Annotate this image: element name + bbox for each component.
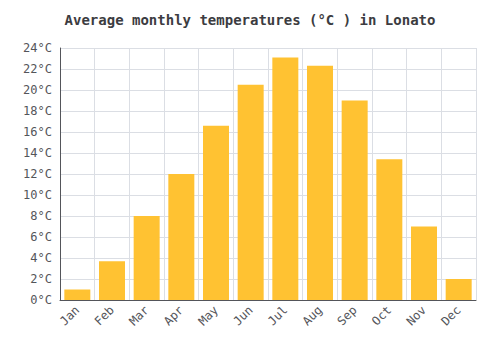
svg-text:2°C: 2°C (30, 272, 52, 286)
svg-text:24°C: 24°C (23, 41, 52, 55)
svg-text:0°C: 0°C (30, 293, 52, 307)
svg-text:20°C: 20°C (23, 83, 52, 97)
svg-text:Mar: Mar (126, 303, 151, 328)
svg-text:6°C: 6°C (30, 230, 52, 244)
svg-text:Oct: Oct (369, 303, 394, 328)
svg-text:18°C: 18°C (23, 104, 52, 118)
svg-text:Jul: Jul (265, 303, 290, 328)
svg-text:Sep: Sep (334, 303, 359, 328)
svg-text:Apr: Apr (161, 303, 186, 328)
svg-text:Jan: Jan (57, 303, 82, 328)
svg-text:Aug: Aug (300, 303, 325, 328)
svg-text:Average monthly temperatures (: Average monthly temperatures (°C ) in Lo… (65, 12, 436, 28)
svg-text:14°C: 14°C (23, 146, 52, 160)
svg-text:16°C: 16°C (23, 125, 52, 139)
svg-text:22°C: 22°C (23, 62, 52, 76)
svg-text:Jun: Jun (230, 303, 255, 328)
svg-text:Nov: Nov (404, 303, 429, 328)
svg-text:10°C: 10°C (23, 188, 52, 202)
svg-text:4°C: 4°C (30, 251, 52, 265)
svg-text:May: May (196, 303, 221, 328)
svg-text:12°C: 12°C (23, 167, 52, 181)
svg-text:8°C: 8°C (30, 209, 52, 223)
svg-text:Dec: Dec (438, 303, 463, 328)
svg-text:Feb: Feb (92, 303, 117, 328)
